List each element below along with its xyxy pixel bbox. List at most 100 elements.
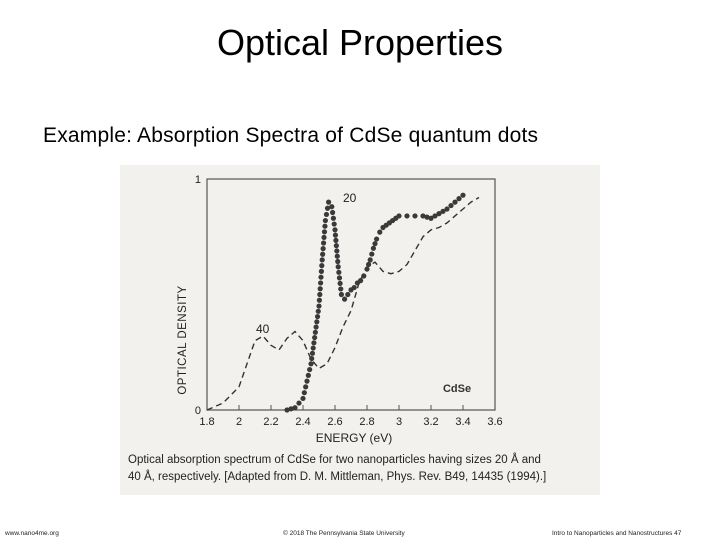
series-point-20 [436, 211, 442, 217]
series-point-20 [317, 286, 323, 292]
series-point-20 [317, 291, 323, 298]
series-point-20 [428, 215, 434, 221]
series-point-20 [364, 266, 370, 272]
series-point-20 [460, 192, 466, 198]
series-line-40 [206, 196, 480, 411]
y-axis-ticks: 01 [195, 174, 212, 417]
series-point-20 [335, 258, 341, 265]
footer-website: www.nano4me.org [5, 530, 59, 537]
series-point-20 [367, 257, 373, 263]
series-point-20 [312, 334, 318, 341]
series-point-20 [412, 213, 418, 219]
series-point-20 [318, 280, 324, 286]
series-point-20 [337, 280, 343, 287]
slide-subtitle: Example: Absorption Spectra of CdSe quan… [43, 124, 539, 147]
slide-title: Optical Properties [216, 22, 504, 63]
series-point-20 [313, 324, 319, 330]
series-point-20 [309, 355, 315, 362]
series-point-20 [361, 273, 367, 279]
series-group [206, 192, 480, 413]
series-point-20 [321, 234, 327, 241]
series-point-20 [369, 251, 375, 257]
series-point-20 [336, 275, 343, 281]
series-point-20 [307, 366, 313, 373]
series-point-20 [314, 313, 321, 320]
series-point-20 [321, 229, 328, 235]
series-point-20 [311, 340, 317, 346]
series-point-20 [345, 291, 351, 298]
series-point-20 [424, 214, 430, 220]
x-axis-ticks: 1.8 2 2.2 2.4 2.6 2.8 3 3.2 3.4 3.6 [199, 405, 503, 428]
series-point-20 [320, 246, 326, 252]
series-point-20 [318, 274, 324, 280]
series-point-20 [372, 241, 378, 247]
series-point-20 [318, 268, 324, 274]
x-tick-label: 2 [236, 416, 242, 428]
x-tick-label: 3.4 [455, 416, 470, 428]
y-tick-label: 0 [195, 405, 201, 417]
x-axis-label: ENERGY (eV) [316, 431, 392, 445]
annotation-20: 20 [343, 191, 357, 205]
series-point-20 [329, 204, 335, 210]
series-point-20 [309, 350, 316, 356]
series-point-20 [320, 240, 327, 246]
series-point-20 [440, 208, 446, 214]
series-point-20 [316, 297, 322, 303]
series-point-20 [308, 361, 314, 367]
series-point-20 [312, 329, 318, 335]
annotation-40: 40 [256, 322, 270, 336]
series-point-20 [315, 308, 321, 314]
series-point-20 [342, 296, 348, 302]
caption-line-1: Optical absorption spectrum of CdSe for … [128, 454, 541, 466]
series-point-20 [366, 261, 372, 268]
series-point-20 [448, 202, 454, 209]
series-point-20 [326, 199, 332, 205]
series-point-20 [404, 213, 410, 219]
series-point-20 [338, 286, 344, 292]
series-point-20 [334, 253, 340, 259]
series-point-20 [332, 232, 339, 238]
series-point-20 [333, 237, 339, 243]
series-point-20 [331, 221, 337, 227]
x-tick-label: 2.8 [359, 416, 374, 428]
series-point-20 [420, 213, 426, 219]
series-point-20 [288, 406, 294, 412]
footer-page-info: Intro to Nanoparticles and Nanostructure… [552, 530, 682, 537]
series-point-20 [322, 217, 328, 224]
series-point-20 [320, 251, 326, 257]
x-tick-label: 3 [396, 416, 402, 428]
y-axis-label: OPTICAL DENSITY [177, 285, 189, 394]
x-tick-label: 3.2 [423, 416, 438, 428]
series-point-20 [324, 205, 331, 211]
series-point-20 [300, 395, 306, 402]
series-point-20 [316, 303, 322, 309]
series-point-20 [322, 223, 328, 229]
series-point-20 [444, 206, 450, 212]
x-tick-label: 2.6 [327, 416, 342, 428]
series-point-20 [330, 215, 336, 221]
caption-line-2: 40 Å, respectively. [Adapted from D. M. … [128, 471, 547, 483]
series-point-20 [374, 236, 380, 242]
series-point-20 [370, 245, 376, 251]
series-point-20 [305, 372, 311, 378]
series-point-20 [314, 319, 320, 325]
x-tick-label: 2.2 [263, 416, 278, 428]
series-point-20 [296, 400, 302, 406]
series-point-20 [319, 257, 325, 263]
x-tick-label: 1.8 [199, 416, 214, 428]
x-tick-label: 3.6 [487, 416, 502, 428]
series-point-20 [319, 263, 325, 269]
x-tick-label: 2.4 [295, 416, 310, 428]
series-point-20 [336, 269, 342, 275]
series-dots-20 [284, 192, 466, 413]
series-point-20 [334, 248, 340, 254]
series-point-20 [432, 213, 438, 219]
series-point-20 [310, 345, 316, 351]
cdse-inset-label: CdSe [443, 383, 471, 395]
series-point-20 [358, 278, 364, 284]
series-point-20 [452, 199, 458, 205]
series-point-20 [456, 196, 462, 202]
series-point-20 [303, 384, 309, 390]
series-point-20 [301, 390, 307, 396]
